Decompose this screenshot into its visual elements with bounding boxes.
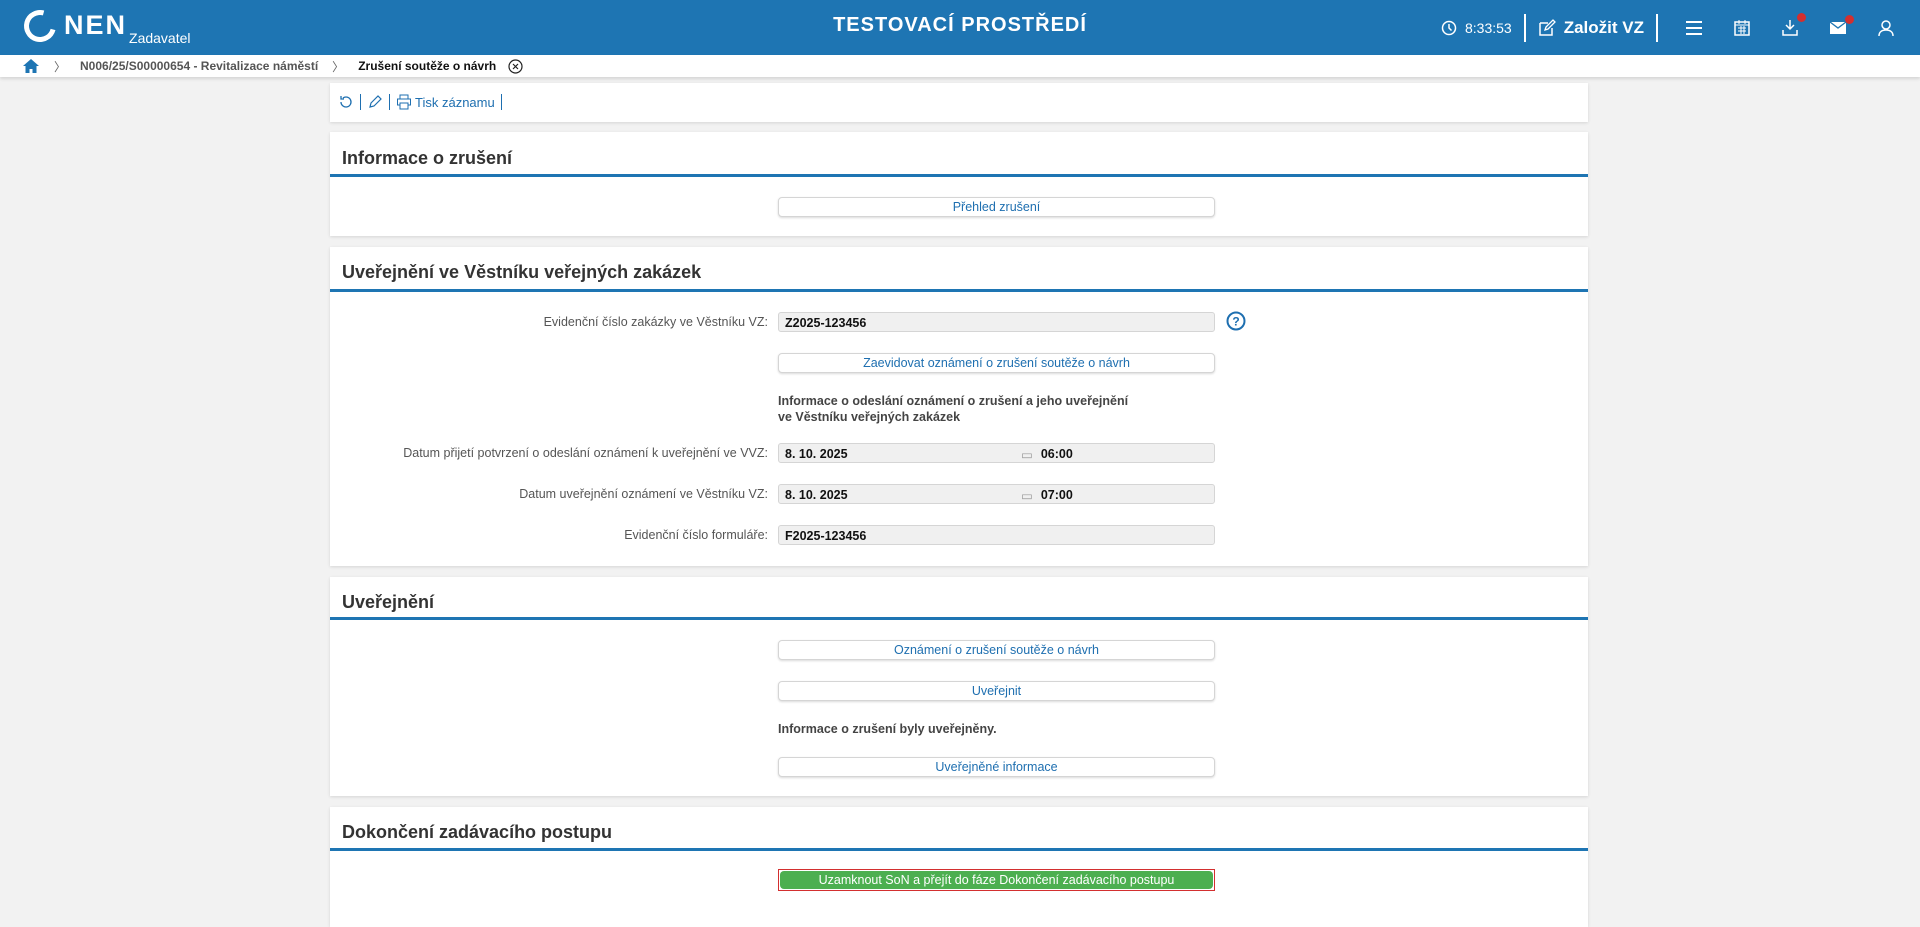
svg-text:?: ? (1232, 315, 1239, 329)
download-icon (1782, 19, 1798, 36)
lock-and-proceed-button[interactable]: Uzamknout SoN a přejít do fáze Dokončení… (780, 871, 1213, 889)
received-date-label: Datum přijetí potvrzení o odeslání oznám… (403, 446, 768, 460)
nen-logo[interactable]: NEN Zadavatel (18, 4, 191, 48)
section-divider (330, 289, 1588, 292)
close-circle-icon[interactable] (508, 58, 523, 74)
lock-button-highlight: Uzamknout SoN a přejít do fáze Dokončení… (778, 869, 1215, 891)
toolbar: Tisk záznamu (330, 83, 1588, 122)
user-button[interactable] (1862, 19, 1910, 37)
user-icon (1878, 19, 1894, 36)
clock-icon (1441, 20, 1457, 35)
publication-status-text: Informace o zrušení byly uveřejněny. (778, 722, 997, 736)
published-date-value: 8. 10. 2025 (785, 488, 848, 502)
section-divider (330, 848, 1588, 851)
section-cancellation-info: Informace o zrušení Přehled zrušení (330, 132, 1588, 236)
logo-text: NEN (64, 10, 128, 40)
cancellation-notice-button[interactable]: Oznámení o zrušení soutěže o návrh (778, 640, 1215, 660)
breadcrumb: 〉 N006/25/S00000654 - Revitalizace náměs… (0, 55, 1920, 77)
top-header: NEN Zadavatel TESTOVACÍ PROSTŘEDÍ 8:33:5… (0, 0, 1920, 55)
notification-dot (1845, 14, 1854, 24)
mail-icon (1829, 20, 1847, 34)
published-datetime-field[interactable]: 8. 10. 2025 ▭ 07:00 (778, 484, 1215, 504)
received-time-value: 06:00 (1040, 447, 1073, 461)
notice-info-line: Informace o odeslání oznámení o zrušení … (778, 394, 1129, 408)
calendar-button[interactable] (1718, 19, 1766, 37)
divider (389, 94, 390, 110)
published-information-button[interactable]: Uveřejněné informace (778, 757, 1215, 777)
section-finish-procedure: Dokončení zadávacího postupu Uzamknout S… (330, 807, 1588, 927)
section-title: Uveřejnění (342, 592, 435, 612)
logo-subtitle: Zadavatel (129, 30, 191, 46)
cancellation-overview-button[interactable]: Přehled zrušení (778, 197, 1215, 217)
calendar-icon[interactable]: ▭ (1021, 448, 1033, 462)
published-date-label: Datum uveřejnění oznámení ve Věstníku VZ… (519, 487, 768, 501)
printer-icon (397, 94, 411, 110)
section-divider (330, 174, 1588, 177)
section-title: Dokončení zadávacího postupu (342, 822, 613, 842)
form-number-label: Evidenční číslo formuláře: (624, 528, 768, 542)
form-number-value: F2025-123456 (785, 529, 867, 543)
hamburger-icon (1686, 20, 1702, 35)
breadcrumb-item-procurement[interactable]: N006/25/S00000654 - Revitalizace náměstí (80, 59, 319, 73)
environment-title: TESTOVACÍ PROSTŘEDÍ (833, 14, 1087, 36)
home-icon[interactable] (22, 58, 40, 74)
section-divider (330, 617, 1588, 620)
create-vz-label: Založit VZ (1563, 17, 1644, 37)
section-vestnik-publication: Uveřejnění ve Věstníku veřejných zakázek… (330, 247, 1588, 566)
downloads-button[interactable] (1766, 12, 1814, 37)
section-title: Informace o zrušení (342, 148, 513, 168)
session-timer: 8:33:53 (1441, 20, 1512, 36)
notice-info-text: Informace o odeslání oznámení o zrušení … (778, 393, 1128, 425)
calendar-icon (1734, 19, 1750, 36)
divider (1523, 13, 1526, 42)
vestnik-number-label: Evidenční číslo zakázky ve Věstníku VZ: (543, 315, 768, 329)
create-vz-button[interactable]: Založit VZ (1538, 18, 1644, 38)
notice-info-line: ve Věstníku veřejných zakázek (778, 410, 961, 424)
chevron-right-icon: 〉 (54, 59, 67, 74)
divider (1656, 13, 1658, 42)
notification-dot (1797, 12, 1806, 22)
divider (360, 94, 361, 110)
breadcrumb-item-current: Zrušení soutěže o návrh (358, 59, 497, 73)
section-title: Uveřejnění ve Věstníku veřejných zakázek (342, 262, 702, 282)
form-number-field[interactable]: F2025-123456 (778, 525, 1215, 545)
section-publication: Uveřejnění Oznámení o zrušení soutěže o … (330, 577, 1588, 796)
menu-button[interactable] (1670, 20, 1718, 36)
received-datetime-field[interactable]: 8. 10. 2025 ▭ 06:00 (778, 443, 1215, 463)
vestnik-number-value: Z2025-123456 (785, 316, 867, 330)
messages-button[interactable] (1814, 14, 1862, 35)
divider (500, 94, 502, 110)
publish-button[interactable]: Uveřejnit (778, 681, 1215, 701)
help-icon[interactable]: ? (1226, 311, 1246, 331)
pencil-icon[interactable] (367, 94, 383, 110)
received-date-value: 8. 10. 2025 (785, 447, 848, 461)
calendar-icon[interactable]: ▭ (1021, 489, 1033, 503)
vestnik-number-field[interactable]: Z2025-123456 (778, 312, 1215, 332)
chevron-right-icon: 〉 (332, 59, 345, 74)
register-cancellation-notice-button[interactable]: Zaevidovat oznámení o zrušení soutěže o … (778, 353, 1215, 373)
print-record-button[interactable]: Tisk záznamu (396, 94, 495, 110)
print-record-label: Tisk záznamu (415, 94, 495, 110)
refresh-icon[interactable] (338, 94, 354, 110)
edit-icon (1538, 18, 1556, 36)
published-time-value: 07:00 (1040, 488, 1073, 502)
time-text: 8:33:53 (1465, 19, 1512, 36)
